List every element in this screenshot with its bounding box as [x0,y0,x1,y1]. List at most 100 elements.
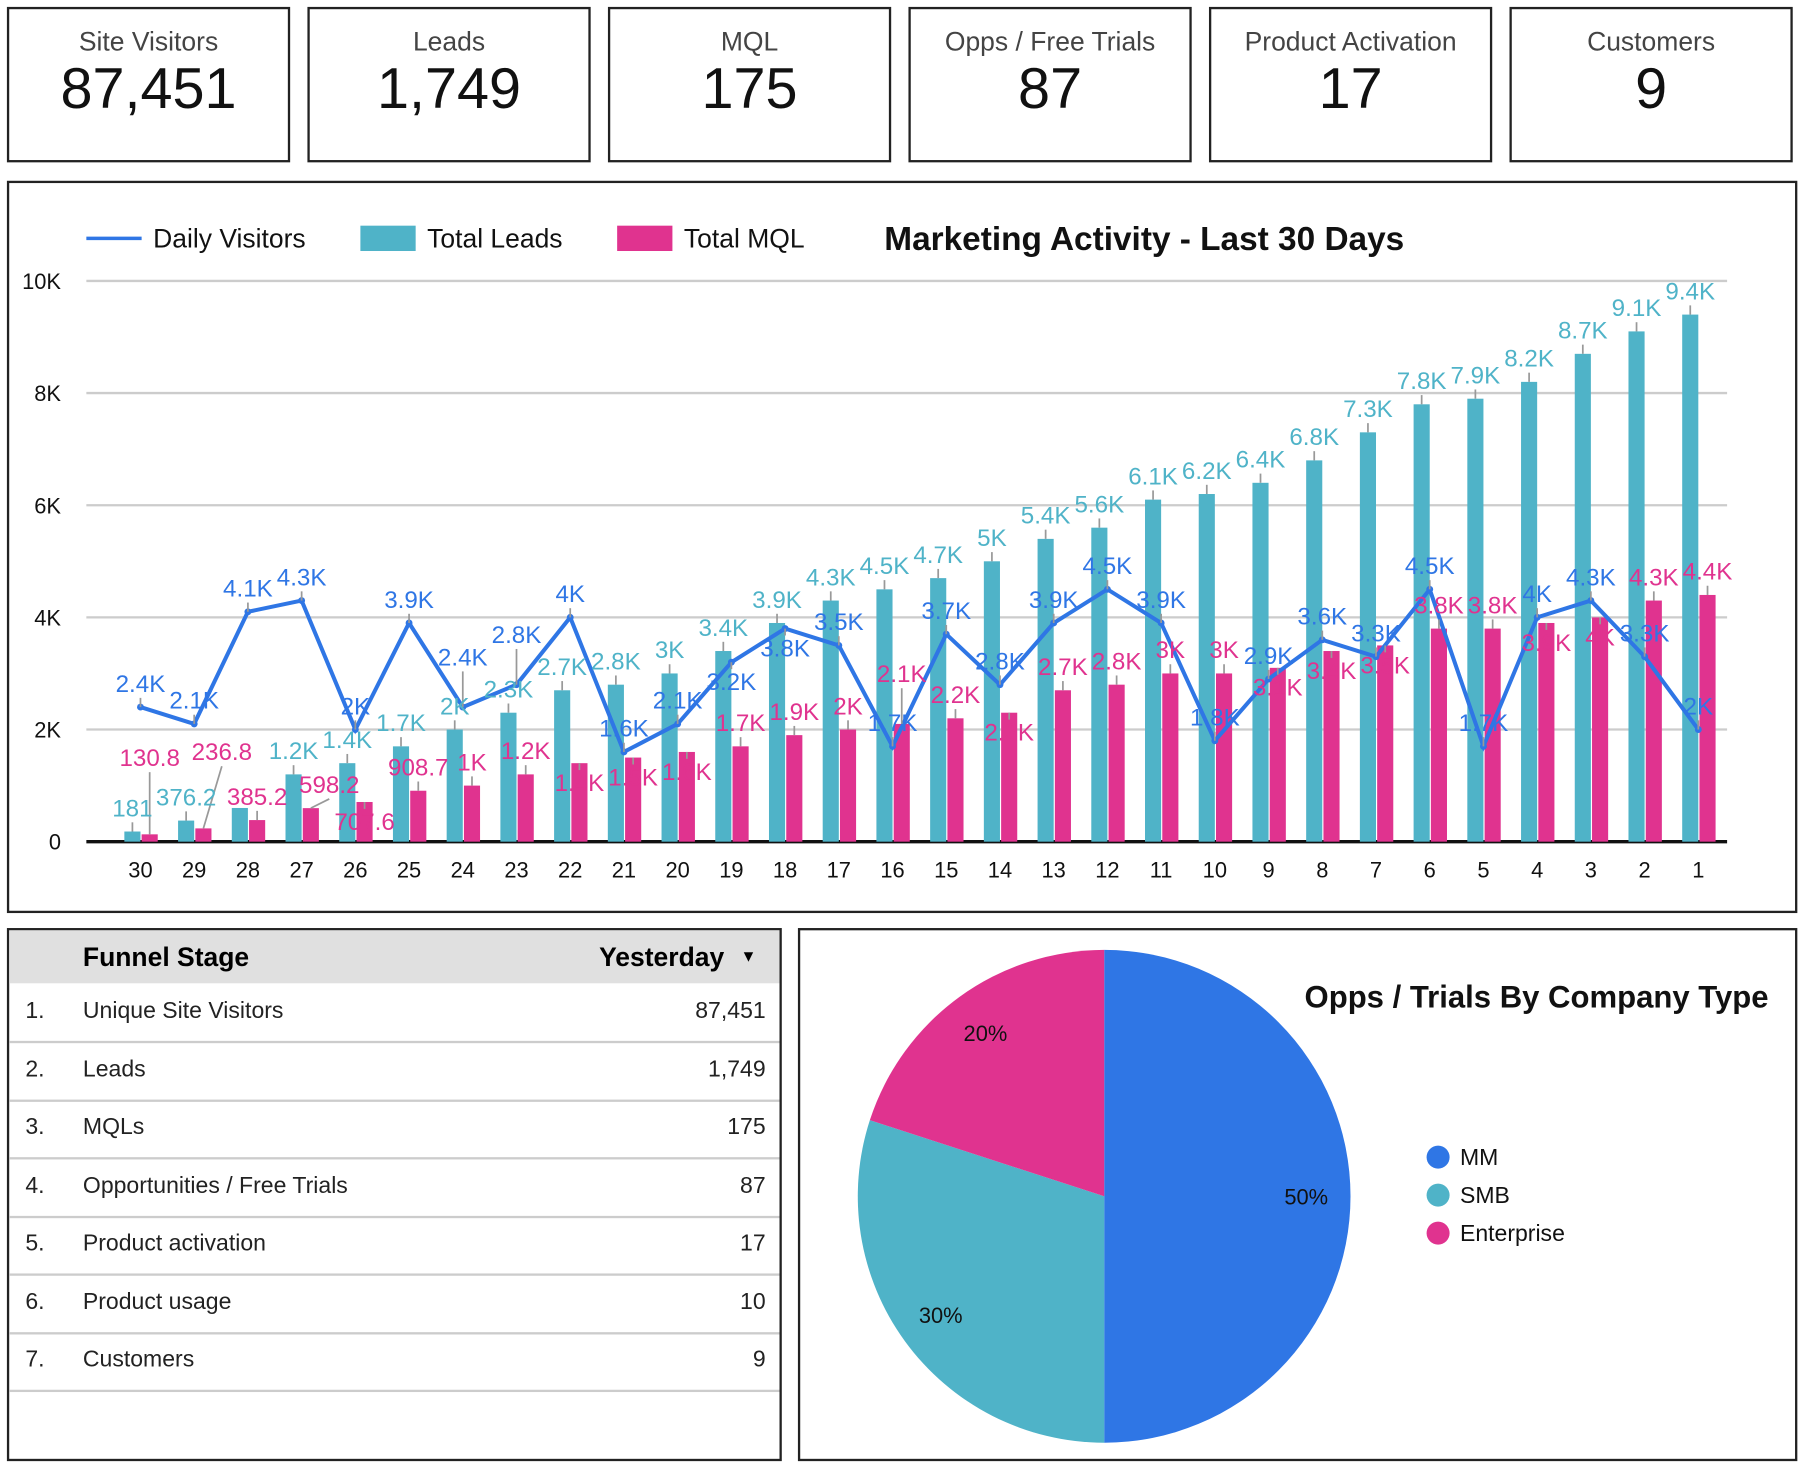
visitors-point[interactable] [405,619,413,627]
visitors-point[interactable] [1157,619,1165,627]
mql-bar[interactable] [1484,628,1501,842]
mql-bar[interactable] [1592,617,1609,842]
leads-bar[interactable] [1359,432,1377,842]
leads-bar[interactable] [124,831,141,842]
leads-bar[interactable] [554,690,571,842]
pie-slice-enterprise[interactable] [869,949,1105,1197]
mql-bar[interactable] [839,729,857,842]
leads-bar[interactable] [715,651,732,842]
mql-bar[interactable] [893,723,910,842]
leads-bar[interactable] [1574,353,1591,842]
mql-bar[interactable] [1377,645,1394,842]
x-tick-label: 28 [236,857,260,882]
mql-bar[interactable] [732,746,749,842]
x-tick-label: 14 [988,857,1012,882]
visitors-point[interactable] [298,597,306,605]
leads-bar[interactable] [1521,381,1538,842]
visitors-point[interactable] [1265,675,1273,683]
mql-bar[interactable] [678,751,695,842]
col-yesterday-sort[interactable]: Yesterday [599,941,725,972]
x-tick-label: 6 [1424,857,1436,882]
leads-bar[interactable] [178,820,195,842]
leads-bar[interactable] [983,561,1000,842]
visitors-data-label: 2K [341,693,371,720]
leads-bar[interactable] [661,673,678,842]
mql-bar[interactable] [195,828,212,842]
mql-bar[interactable] [302,808,319,842]
legend-swatch-icon [360,225,416,252]
leads-data-label: 9.4K [1665,278,1715,305]
x-tick-label: 29 [182,857,206,882]
leads-data-label: 7.9K [1451,362,1501,389]
leads-bar[interactable] [768,622,786,842]
leads-bar[interactable] [1037,538,1054,842]
pie-slice-smb[interactable] [857,1120,1105,1443]
mql-bar[interactable] [1162,673,1179,842]
mql-bar[interactable] [410,790,427,842]
x-tick-label: 20 [665,857,689,882]
leads-bar[interactable] [607,684,624,842]
mql-bar[interactable] [141,834,158,842]
leads-bar[interactable] [285,774,302,842]
mql-bar[interactable] [356,801,373,842]
row-stage: Leads [82,1056,146,1082]
mql-bar[interactable] [1538,622,1555,842]
x-tick-label: 4 [1531,857,1543,882]
leads-bar[interactable] [822,600,839,842]
visitors-point[interactable] [1050,619,1058,627]
mql-bar[interactable] [1108,684,1125,842]
leads-bar[interactable] [1467,398,1484,842]
mql-bar[interactable] [517,774,534,842]
mql-bar[interactable] [463,785,481,842]
visitors-data-label: 3.9K [1136,587,1186,614]
kpi-label: MQL [720,26,779,57]
mql-data-label: 3K [1209,637,1239,664]
leads-data-label: 9.1K [1612,295,1662,322]
row-stage: Product activation [82,1230,266,1257]
daily-visitors-line [139,585,1700,755]
leads-bar[interactable] [1252,482,1269,842]
leads-bar[interactable] [392,746,410,842]
mql-bar[interactable] [1269,667,1286,842]
kpi-value: 175 [701,56,798,121]
mql-bar[interactable] [249,820,266,842]
leads-bar[interactable] [876,589,893,842]
mql-bar[interactable] [1323,651,1340,842]
x-tick-label: 9 [1262,857,1274,882]
mql-data-label: 2.2K [931,682,981,709]
visitors-point[interactable] [1641,653,1649,661]
mql-bar[interactable] [625,757,642,842]
leads-bar[interactable] [1145,499,1162,842]
legend-dot-icon [1426,1183,1450,1207]
leads-bar[interactable] [231,807,248,842]
mql-bar[interactable] [1054,690,1071,842]
leads-bar[interactable] [500,712,517,842]
row-value: 87,451 [695,998,766,1024]
visitors-point[interactable] [1587,597,1595,605]
visitors-data-label: 4.3K [277,564,327,591]
leads-bar[interactable] [1628,331,1645,842]
pie-slice-mm[interactable] [1104,949,1351,1443]
visitors-point[interactable] [1372,653,1380,661]
leads-data-label: 6.1K [1128,463,1178,490]
kpi-label: Customers [1587,26,1716,57]
mql-bar[interactable] [571,763,588,842]
legend-mm: MM [1460,1144,1498,1170]
mql-bar[interactable] [1001,712,1018,842]
leads-bar[interactable] [1306,460,1323,842]
mql-bar[interactable] [786,735,803,842]
leads-bar[interactable] [1413,404,1430,842]
leads-bar[interactable] [446,729,463,842]
mql-bar[interactable] [1430,628,1447,842]
mql-bar[interactable] [1699,594,1716,842]
leads-bar[interactable] [1091,527,1108,842]
mql-bar[interactable] [1215,673,1233,842]
leads-bar[interactable] [1198,494,1215,842]
visitors-data-label: 1.6K [599,716,649,743]
x-tick-label: 8 [1316,857,1328,882]
mql-data-label: 908.7 [388,755,448,782]
leads-bar[interactable] [339,763,356,842]
mql-bar[interactable] [947,718,964,842]
sort-down-icon[interactable]: ▼ [740,946,757,965]
visitors-data-label: 4K [555,581,585,608]
